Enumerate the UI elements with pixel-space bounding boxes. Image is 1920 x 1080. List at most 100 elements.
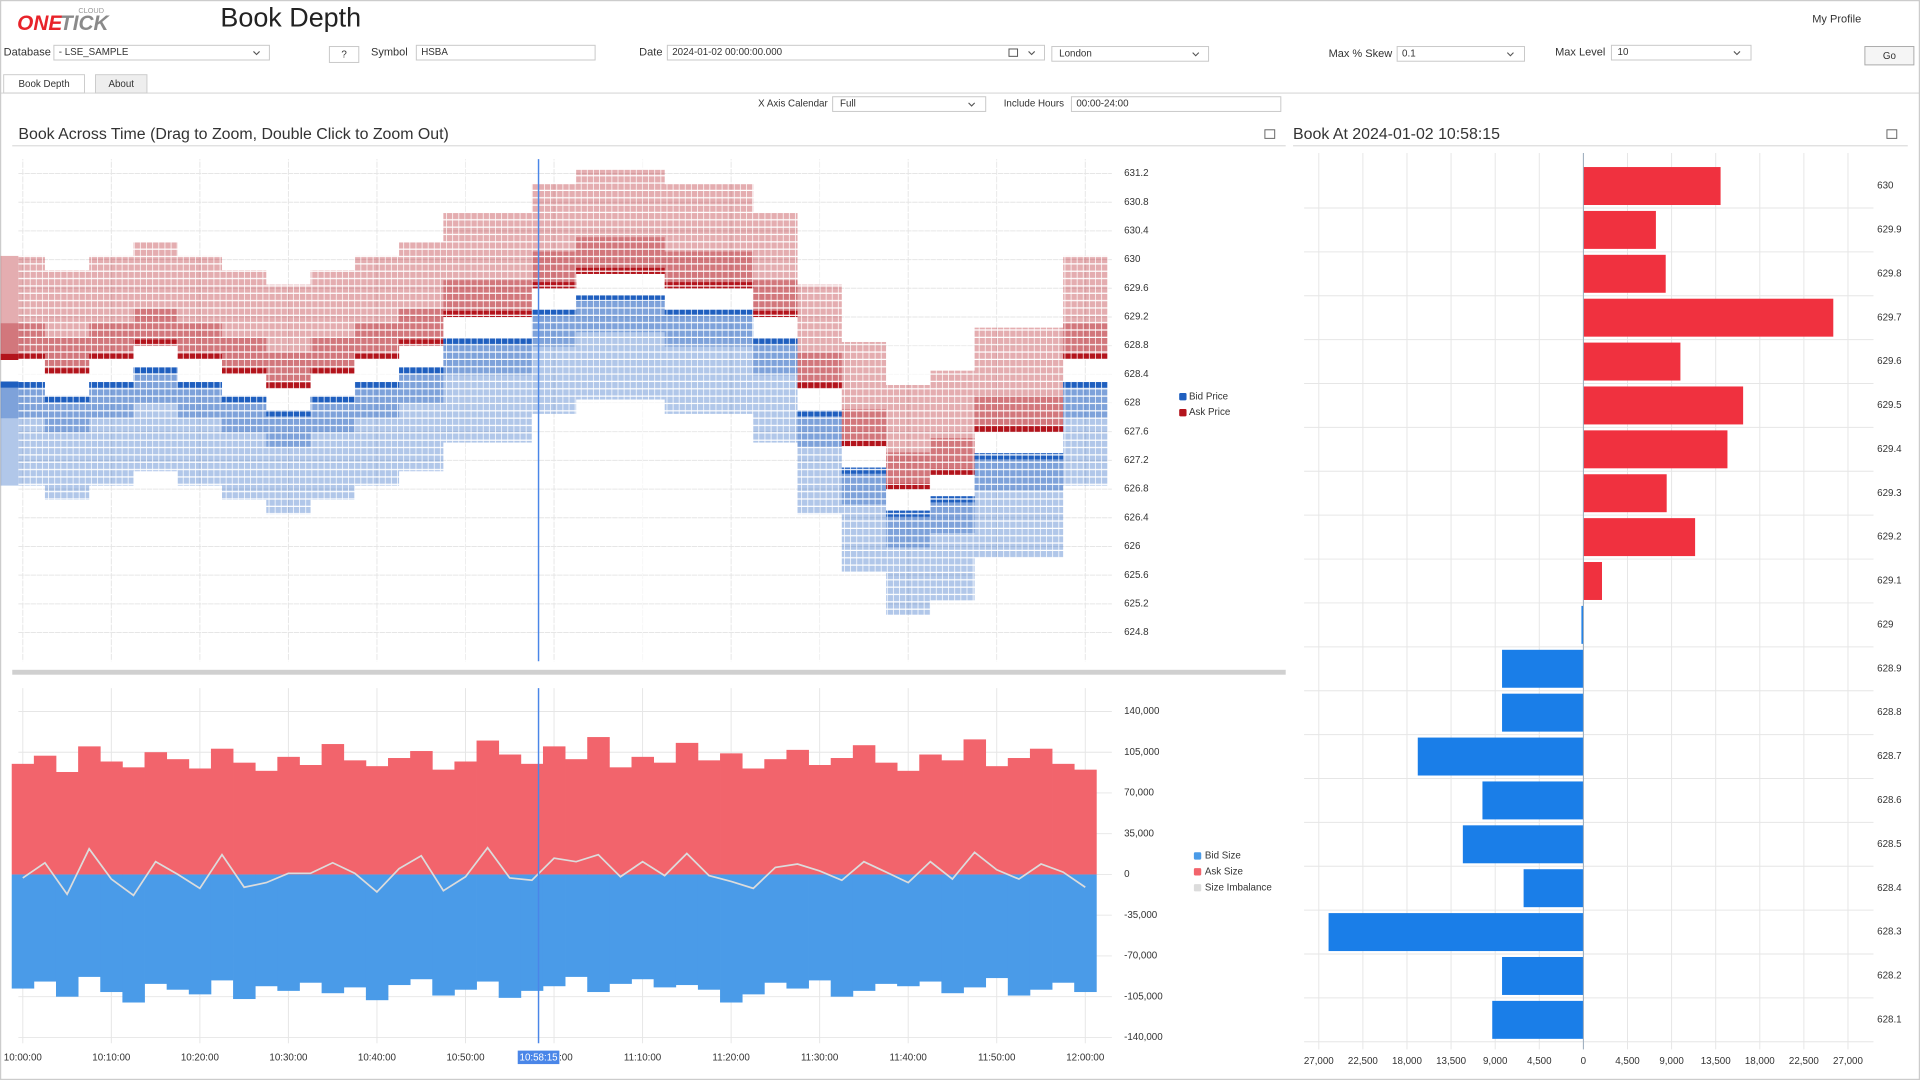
size-bar: [233, 874, 256, 1000]
x-tick-label: 4,500: [1527, 1056, 1552, 1067]
size-bar: [697, 874, 721, 990]
size-bar: [454, 874, 477, 990]
size-bar: [432, 769, 455, 875]
profile-link[interactable]: My Profile: [1812, 13, 1861, 25]
panel-icon[interactable]: [1886, 129, 1898, 139]
y-tick-label: 628.2: [1877, 971, 1901, 982]
x-tick-label: 4,500: [1615, 1056, 1640, 1067]
cursor-label-bg: [517, 1050, 560, 1065]
size-bar: [388, 758, 411, 875]
calendar-label: X Axis Calendar: [758, 99, 828, 110]
go-button[interactable]: [1864, 46, 1915, 66]
level-select[interactable]: [1610, 44, 1752, 61]
x-tick-label: 10:40:00: [358, 1053, 397, 1064]
size-bar: [343, 760, 367, 875]
x-tick-label: 11:20:00: [712, 1053, 750, 1064]
skew-label: Max % Skew: [1329, 48, 1393, 60]
logo-sub: CLOUD: [78, 6, 104, 15]
x-tick-label: 18,000: [1745, 1056, 1775, 1067]
y-tick-label: 629.5: [1877, 400, 1902, 411]
x-tick-label: 9,000: [1483, 1056, 1508, 1067]
size-bar: [233, 762, 256, 875]
symbol-input[interactable]: [415, 44, 596, 61]
y-tick-label: 105,000: [1124, 747, 1160, 758]
size-bar: [742, 874, 765, 995]
y-tick-label: 629.6: [1877, 356, 1902, 367]
size-bar: [963, 874, 987, 988]
database-select[interactable]: [53, 44, 270, 61]
y-tick-label: 35,000: [1124, 828, 1154, 839]
size-bar: [11, 763, 35, 875]
cell-pattern: [18, 159, 1112, 662]
book-bar: [1583, 254, 1666, 293]
y-tick-label: 630.4: [1124, 225, 1149, 236]
date-input[interactable]: [666, 44, 1045, 61]
size-bar: [144, 874, 168, 984]
cursor-label: 10:58:15: [520, 1053, 559, 1064]
size-bar: [520, 763, 544, 875]
book-bar: [1583, 474, 1667, 513]
hours-input[interactable]: [1070, 96, 1282, 112]
tab-label: About: [108, 79, 134, 90]
calendar-select[interactable]: [832, 96, 987, 112]
y-tick-label: 624.8: [1124, 627, 1149, 638]
x-tick-label: 11:40:00: [890, 1053, 928, 1064]
chevron: [253, 51, 260, 56]
size-bar: [33, 874, 57, 982]
book-bar: [1583, 518, 1696, 557]
y-tick-label: 629: [1877, 619, 1893, 630]
size-bar: [498, 754, 522, 875]
panel-title: Book At 2024-01-02 10:58:15: [1293, 126, 1500, 143]
size-bar: [498, 874, 522, 998]
size-bar: [565, 759, 588, 875]
size-bar: [919, 874, 942, 982]
level-label: Max Level: [1555, 47, 1605, 59]
size-bar: [653, 762, 677, 875]
x-tick-label: 11:50:00: [978, 1053, 1016, 1064]
book-bar: [1583, 386, 1744, 425]
size-bar: [897, 874, 920, 987]
book-bar: [1583, 342, 1681, 381]
splitter[interactable]: [12, 669, 1286, 675]
y-tick-label: -35,000: [1124, 910, 1158, 921]
size-bar: [166, 874, 190, 990]
book-bar: [1583, 210, 1656, 249]
x-tick-label: 13,500: [1701, 1056, 1731, 1067]
x-tick-label: 22,500: [1348, 1056, 1378, 1067]
book-bar: [1462, 825, 1584, 864]
x-tick-label: 9,000: [1659, 1056, 1684, 1067]
x-tick-label: 27,000: [1833, 1056, 1863, 1067]
book-bar: [1583, 562, 1603, 600]
size-bar: [122, 874, 145, 1003]
y-tick-label: 625.6: [1124, 570, 1149, 581]
charts: 631.2 630.8 630.4 630 629.6 629.2 628.8 628.4 62…: [0, 153, 1902, 1067]
legend-label: Bid Size: [1205, 851, 1241, 862]
panel-icon[interactable]: [1264, 129, 1276, 139]
size-bar: [1074, 769, 1097, 875]
size-bar: [852, 745, 876, 875]
size-bar: [188, 768, 212, 875]
help-button[interactable]: [328, 46, 360, 63]
legend-swatch: [1193, 884, 1202, 892]
size-bar: [299, 765, 322, 875]
size-bar: [343, 874, 367, 988]
size-bar: [255, 874, 278, 987]
size-bar: [587, 737, 610, 875]
size-bar: [874, 874, 898, 984]
hours-value: 00:00-24:00: [1076, 99, 1129, 110]
size-bar: [565, 874, 588, 977]
size-bar: [963, 739, 987, 875]
y-tick-label: 628.6: [1877, 795, 1902, 806]
skew-select[interactable]: [1396, 46, 1525, 62]
help-text: ?: [341, 50, 347, 61]
x-tick-label: 12:00:00: [1066, 1053, 1105, 1064]
size-bar: [100, 874, 123, 993]
timezone-select[interactable]: [1051, 46, 1210, 62]
size-bar: [1007, 874, 1031, 996]
y-tick-label: 626.4: [1124, 512, 1149, 523]
book-bar: [1417, 737, 1584, 776]
x-tick-label: 10:20:00: [181, 1053, 220, 1064]
size-bar: [941, 760, 964, 875]
size-bar: [454, 761, 477, 875]
